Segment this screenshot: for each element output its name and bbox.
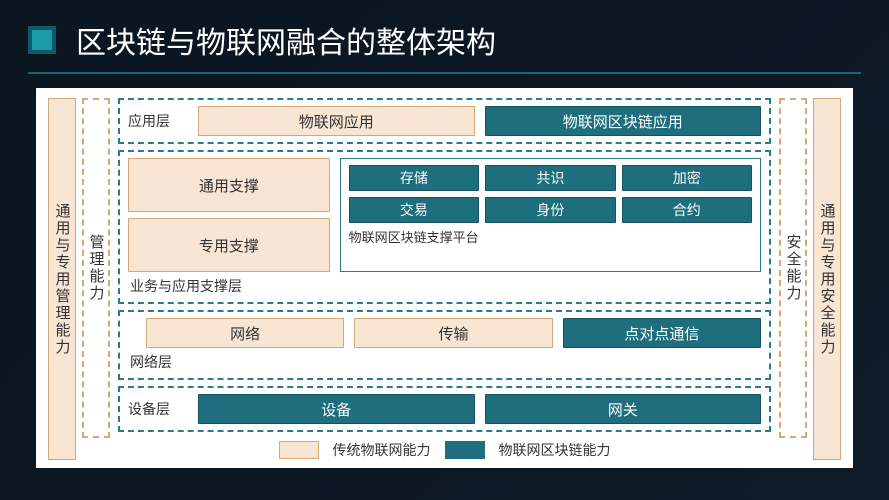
layer-label-support: 业务与应用支撑层 — [128, 276, 761, 296]
slide: 区块链与物联网融合的整体架构 通用与专用管理能力 管理能力 应用层 物联网应用 … — [0, 0, 889, 500]
layer-application: 应用层 物联网应用 物联网区块链应用 — [118, 98, 771, 144]
block-special-support: 专用支撑 — [128, 218, 330, 272]
block-transport: 传输 — [354, 318, 552, 348]
platform-label: 物联网区块链支撑平台 — [349, 227, 752, 246]
slide-title: 区块链与物联网融合的整体架构 — [76, 18, 496, 62]
layer-device: 设备层 设备 网关 — [118, 386, 771, 432]
right-side-column: 安全能力 通用与专用安全能力 — [779, 98, 841, 460]
legend-swatch-blockchain — [445, 441, 485, 459]
legend-swatch-traditional — [279, 441, 319, 459]
legend: 传统物联网能力 物联网区块链能力 — [118, 440, 771, 460]
architecture-diagram: 通用与专用管理能力 管理能力 应用层 物联网应用 物联网区块链应用 通用支撑 专… — [36, 88, 853, 468]
block-device: 设备 — [198, 394, 475, 424]
slide-header: 区块链与物联网融合的整体架构 — [0, 0, 889, 72]
block-transaction: 交易 — [349, 197, 479, 223]
layer-label-network: 网络层 — [128, 352, 761, 372]
block-gateway: 网关 — [485, 394, 762, 424]
layer-label-device: 设备层 — [128, 399, 188, 419]
title-underline — [28, 72, 861, 74]
block-identity: 身份 — [485, 197, 615, 223]
right-inner-capability: 通用与专用安全能力 — [813, 98, 841, 460]
legend-label-traditional: 传统物联网能力 — [333, 440, 431, 460]
title-icon — [28, 26, 56, 54]
block-iot-blockchain-app: 物联网区块链应用 — [485, 106, 762, 136]
block-general-support: 通用支撑 — [128, 158, 330, 212]
layer-label-app: 应用层 — [128, 111, 188, 131]
left-side-column: 通用与专用管理能力 管理能力 — [48, 98, 110, 460]
left-inner-capability: 通用与专用管理能力 — [48, 98, 76, 460]
block-iot-app: 物联网应用 — [198, 106, 475, 136]
block-network: 网络 — [146, 318, 344, 348]
left-outer-capability: 管理能力 — [82, 98, 110, 438]
block-p2p: 点对点通信 — [563, 318, 761, 348]
legend-label-blockchain: 物联网区块链能力 — [499, 440, 611, 460]
block-consensus: 共识 — [485, 165, 615, 191]
block-storage: 存储 — [349, 165, 479, 191]
right-outer-capability: 安全能力 — [779, 98, 807, 438]
layer-network: 网络 传输 点对点通信 网络层 — [118, 310, 771, 380]
blockchain-support-platform: 存储 共识 加密 交易 身份 合约 物联网区块链支撑平台 — [340, 158, 761, 272]
block-contract: 合约 — [622, 197, 752, 223]
center-layers: 应用层 物联网应用 物联网区块链应用 通用支撑 专用支撑 存储 共识 — [118, 98, 771, 460]
layer-support: 通用支撑 专用支撑 存储 共识 加密 交易 身份 合约 物联网区块链支撑平台 — [118, 150, 771, 304]
block-encryption: 加密 — [622, 165, 752, 191]
